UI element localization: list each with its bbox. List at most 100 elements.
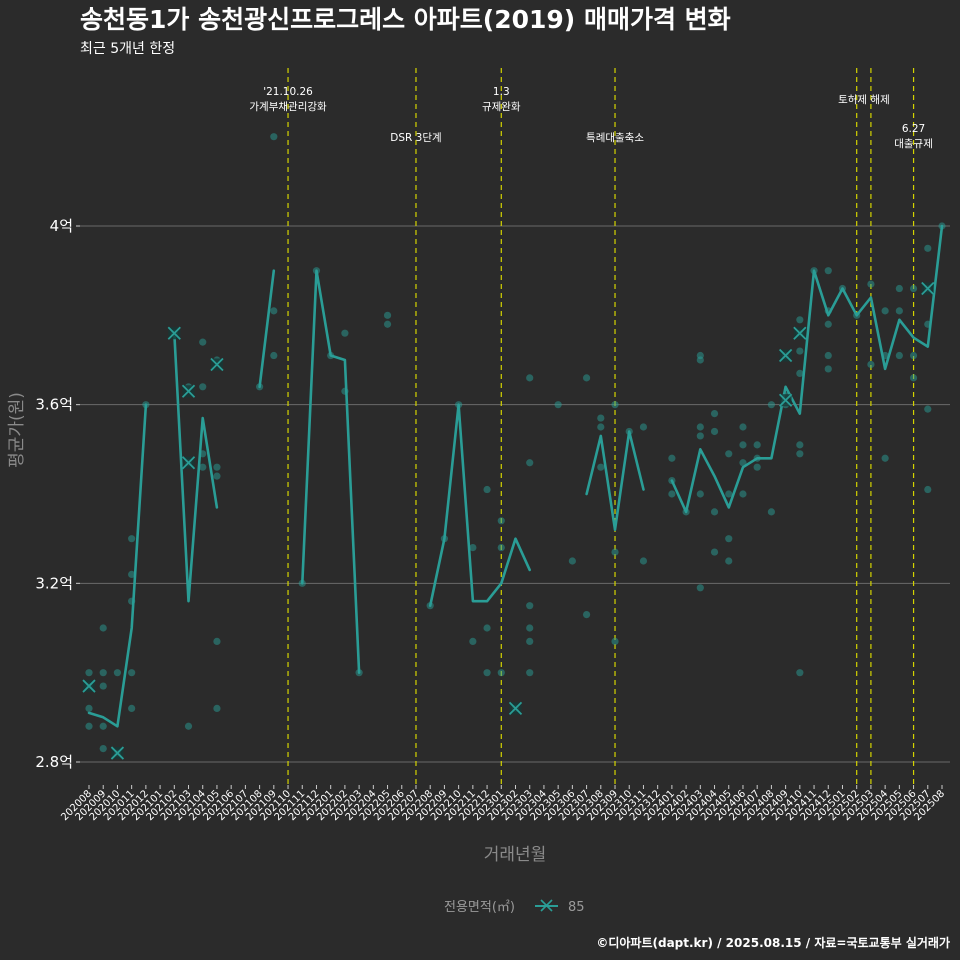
data-point (867, 280, 875, 288)
data-point (270, 307, 278, 315)
data-point (924, 405, 932, 413)
data-point (213, 472, 221, 480)
data-point (725, 535, 733, 543)
data-point (753, 463, 761, 471)
x-marker (181, 384, 196, 398)
data-point (213, 637, 221, 646)
data-point (483, 669, 491, 677)
data-point (99, 722, 107, 730)
data-point (113, 669, 122, 677)
data-point (739, 441, 747, 449)
gridlines (80, 225, 950, 763)
event-label: 1.3 (493, 86, 510, 98)
legend-x-icon (540, 899, 553, 912)
series-line-segment (670, 224, 944, 514)
event-label: 대출규제 (894, 138, 933, 150)
y-axis-title: 평균가(원) (7, 392, 27, 468)
data-point (99, 669, 107, 677)
x-marker (778, 393, 793, 407)
event-label: 가계부채관리강화 (249, 101, 327, 113)
data-point (895, 351, 903, 360)
data-point (881, 454, 889, 462)
data-point (184, 722, 193, 730)
y-tick-label: 4억 (50, 217, 73, 235)
event-label: 규제완화 (482, 100, 521, 113)
data-point (739, 459, 747, 467)
data-point (796, 369, 804, 377)
x-marker (793, 326, 807, 340)
series-line-segment (300, 269, 361, 675)
y-tick-label: 2.8억 (35, 753, 73, 771)
data-point (710, 548, 719, 556)
data-point (824, 320, 832, 328)
data-point (383, 311, 392, 319)
series-line-segment (173, 331, 219, 603)
data-point (568, 557, 576, 565)
data-point (99, 682, 107, 690)
data-point (213, 463, 221, 471)
event-label: 특례대출축소 (586, 132, 644, 144)
data-point (582, 374, 591, 382)
data-point (611, 637, 619, 646)
x-marker (778, 348, 793, 363)
x-markers (82, 281, 935, 760)
data-point (824, 365, 832, 373)
data-point (199, 383, 207, 391)
data-point (668, 454, 676, 462)
data-point (497, 669, 505, 677)
x-marker (167, 326, 181, 340)
data-point (696, 356, 704, 364)
event-label: 6.27 (902, 123, 925, 135)
data-point (909, 284, 918, 293)
data-point (796, 347, 804, 355)
data-point (924, 244, 932, 252)
x-axis-title: 거래년월 (484, 845, 547, 865)
data-point (696, 584, 704, 592)
data-point (483, 624, 491, 632)
data-point (796, 316, 804, 324)
x-marker (110, 746, 125, 760)
data-point (128, 669, 136, 677)
data-point (128, 535, 136, 543)
x-marker (181, 456, 196, 470)
data-point (270, 133, 278, 141)
data-point (895, 284, 903, 293)
series-line-segment (87, 403, 148, 728)
data-point (341, 329, 349, 337)
data-point (753, 441, 761, 449)
data-point (199, 338, 207, 346)
data-points (85, 133, 946, 757)
event-label: DSR 3단계 (390, 132, 441, 144)
data-point (199, 463, 207, 471)
data-point (696, 423, 704, 431)
data-point (696, 490, 704, 498)
data-point (526, 637, 534, 646)
data-point (796, 450, 804, 458)
data-point (85, 722, 93, 730)
data-point (639, 423, 648, 431)
data-point (725, 450, 733, 458)
data-point (668, 490, 676, 498)
data-point (739, 490, 747, 498)
data-point (909, 351, 918, 360)
data-point (639, 557, 648, 565)
data-point (554, 401, 562, 409)
x-marker (508, 701, 523, 716)
data-point (128, 704, 136, 713)
legend-title: 전용면적(㎡) (444, 900, 515, 915)
data-point (497, 517, 505, 525)
data-point (526, 669, 534, 677)
data-point (725, 490, 733, 498)
series-line-segment (585, 430, 645, 532)
legend-label-85: 85 (568, 900, 585, 915)
data-point (483, 485, 491, 494)
legend: 전용면적(㎡) 85 (444, 899, 585, 915)
data-point (881, 307, 889, 315)
x-axis-ticks: 2020082020092020102020112020122021012021… (59, 785, 947, 823)
data-point (128, 570, 136, 579)
event-label: '21.10.26 (263, 86, 313, 98)
data-point (710, 427, 719, 436)
chart-title: 송천동1가 송천광신프로그레스 아파트(2019) 매매가격 변화 (80, 5, 731, 34)
data-point (895, 307, 903, 315)
